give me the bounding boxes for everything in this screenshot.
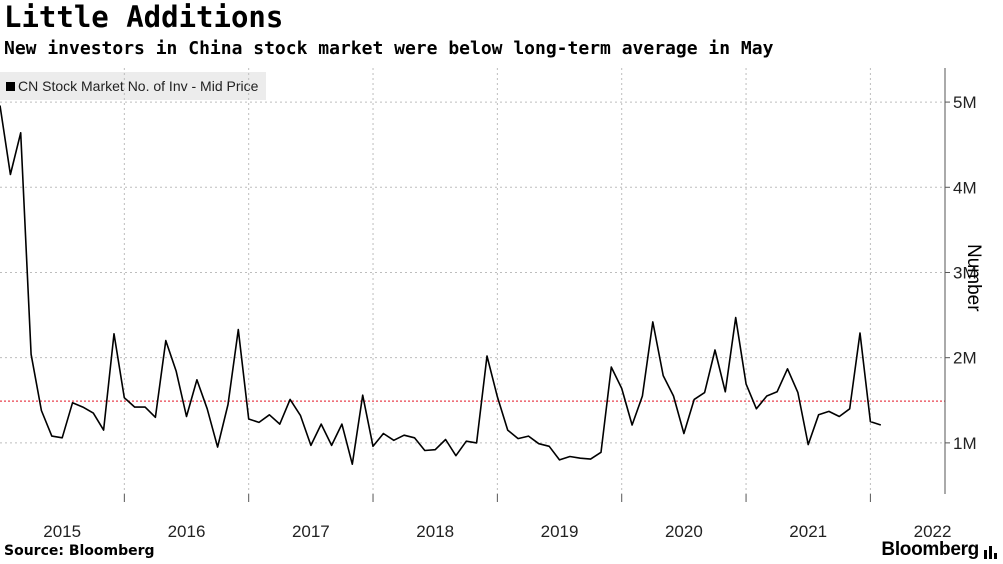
y-tick-label: 3M xyxy=(953,263,977,282)
x-tick-label: 2019 xyxy=(541,522,579,541)
y-tick-label: 1M xyxy=(953,434,977,453)
x-tick-label: 2015 xyxy=(43,522,81,541)
legend-swatch xyxy=(6,81,15,91)
bloomberg-logo: Bloomberg xyxy=(881,539,979,560)
series-layer xyxy=(0,105,882,466)
legend: CN Stock Market No. of Inv - Mid Price xyxy=(0,72,267,100)
y-tick-label: 4M xyxy=(953,178,977,197)
axes: 1M 2M 3M 4M 5M 2015 2016 2017 2018 2019 2020 2021 20… xyxy=(43,68,977,541)
x-tick-label: 2021 xyxy=(789,522,827,541)
chart-subtitle: New investors in China stock market were… xyxy=(4,38,774,59)
x-tick-label: 2020 xyxy=(665,522,703,541)
chart-title: Little Additions xyxy=(4,0,284,34)
legend-label: CN Stock Market No. of Inv - Mid Price xyxy=(18,78,259,94)
bloomberg-mark-icon xyxy=(984,546,997,559)
gridlines xyxy=(0,68,945,494)
y-axis-label: Number xyxy=(963,244,984,312)
x-tick-label: 2018 xyxy=(416,522,454,541)
y-tick-label: 2M xyxy=(953,349,977,368)
source-note: Source: Bloomberg xyxy=(4,543,155,559)
x-tick-label: 2022 xyxy=(914,522,952,541)
series-line xyxy=(0,105,882,466)
y-tick-label: 5M xyxy=(953,93,977,112)
x-tick-label: 2017 xyxy=(292,522,330,541)
x-tick-label: 2016 xyxy=(168,522,206,541)
